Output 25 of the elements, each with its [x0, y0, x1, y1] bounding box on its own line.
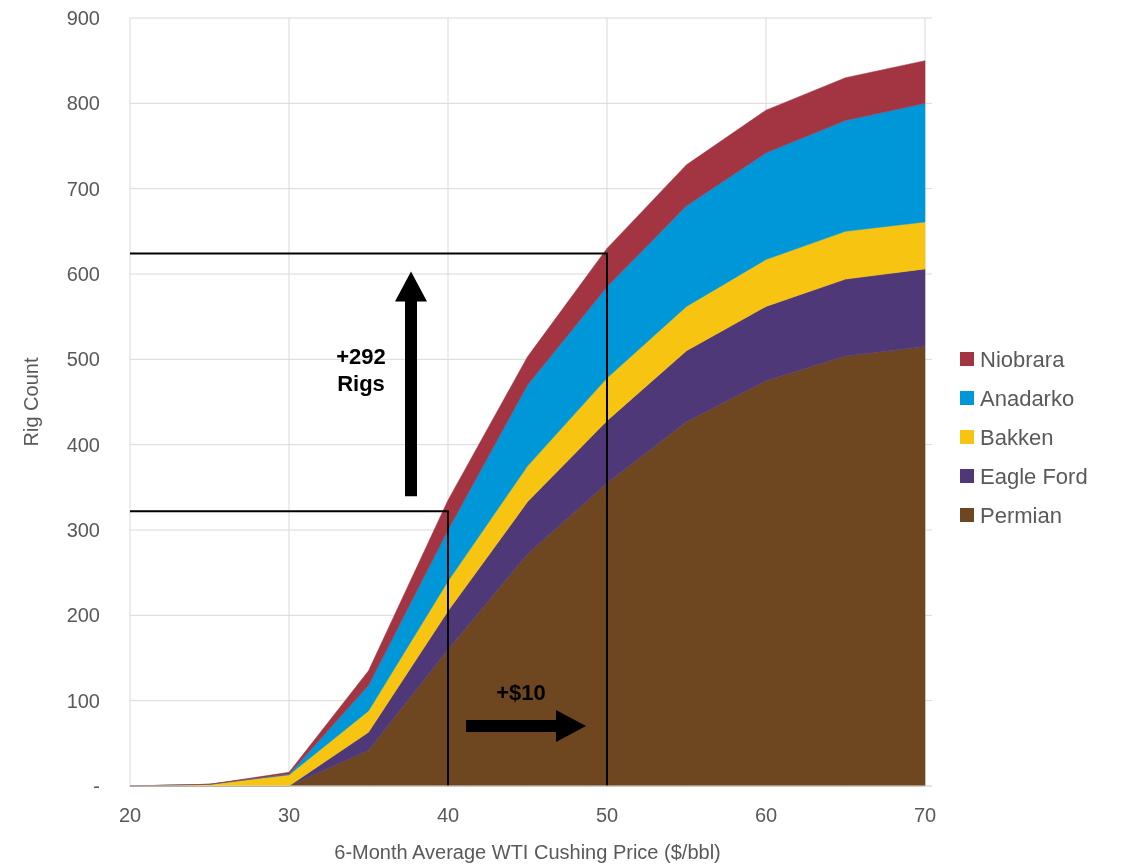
legend-label: Bakken: [980, 424, 1054, 450]
x-tick-label: 70: [913, 804, 937, 826]
y-tick-label: 500: [66, 348, 100, 371]
legend-label: Anadarko: [980, 385, 1075, 411]
annotation: +$10: [496, 680, 546, 705]
y-tick-label: 600: [66, 263, 100, 285]
y-tick-label: 100: [66, 689, 100, 712]
y-tick-label: -: [93, 775, 100, 797]
x-axis-title: 6-Month Average WTI Cushing Price ($/bbl): [334, 841, 721, 863]
x-tick-label: 20: [118, 804, 142, 826]
y-tick-label: 400: [66, 433, 100, 456]
annotation: +292 Rigs: [336, 343, 386, 396]
legend-label: Eagle Ford: [980, 463, 1088, 489]
y-tick-label: 700: [66, 177, 100, 200]
legend-label: Niobrara: [980, 346, 1066, 372]
x-tick-label: 50: [595, 804, 619, 826]
y-tick-label: 300: [66, 519, 100, 541]
legend-label: Permian: [980, 502, 1062, 528]
y-tick-label: 200: [66, 604, 100, 627]
x-tick-label: 30: [277, 804, 301, 826]
y-tick-label: 800: [66, 92, 100, 115]
x-tick-label: 40: [436, 804, 460, 826]
y-tick-label: 900: [66, 7, 100, 29]
x-tick-label: 60: [754, 804, 778, 826]
y-axis-title: Rig Count: [20, 357, 42, 447]
